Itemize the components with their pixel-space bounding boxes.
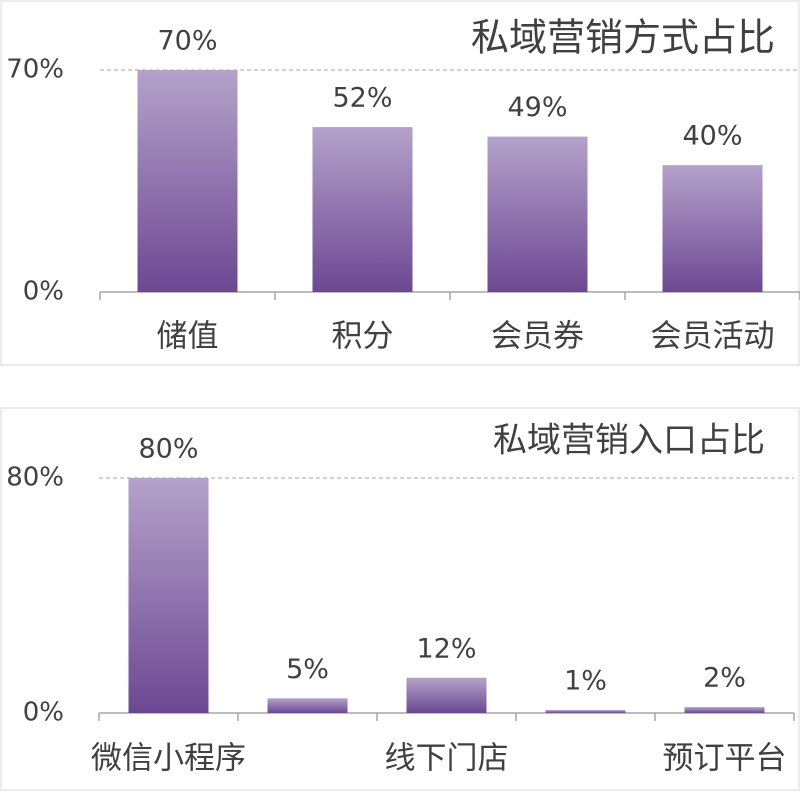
y-tick-label: 0% (23, 277, 64, 307)
data-label: 1% (564, 666, 607, 697)
data-label: 49% (507, 92, 567, 123)
y-tick-label: 70% (6, 55, 64, 85)
x-tick-label: 储值 (157, 319, 219, 355)
bar (545, 710, 626, 713)
bar (684, 707, 765, 713)
data-label: 40% (682, 121, 742, 152)
data-label: 52% (332, 83, 392, 114)
x-tick-label: 会员券 (491, 319, 584, 355)
bar (137, 70, 238, 292)
data-label: 5% (286, 654, 329, 685)
x-tick-label: 积分 (332, 319, 394, 355)
bar (662, 165, 763, 292)
x-tick-label: 预订平台 (663, 741, 787, 777)
bar (487, 136, 588, 292)
bar (267, 698, 348, 713)
data-label: 2% (703, 663, 746, 694)
x-tick-label: 线下门店 (385, 741, 509, 777)
x-tick-label: 微信小程序 (91, 741, 246, 777)
y-tick-label: 0% (23, 698, 64, 728)
data-label: 12% (416, 633, 476, 664)
x-tick-label: 会员活动 (651, 319, 775, 355)
panel (0, 0, 800, 366)
bar (406, 677, 487, 713)
data-label: 70% (157, 26, 217, 57)
bar (128, 478, 209, 713)
y-tick-label: 80% (6, 463, 64, 493)
panel (0, 407, 800, 791)
data-label: 80% (138, 434, 198, 465)
chart-title: 私域营销方式占比 (471, 16, 775, 60)
chart-title: 私域营销入口占比 (493, 421, 765, 461)
bar (312, 127, 413, 292)
